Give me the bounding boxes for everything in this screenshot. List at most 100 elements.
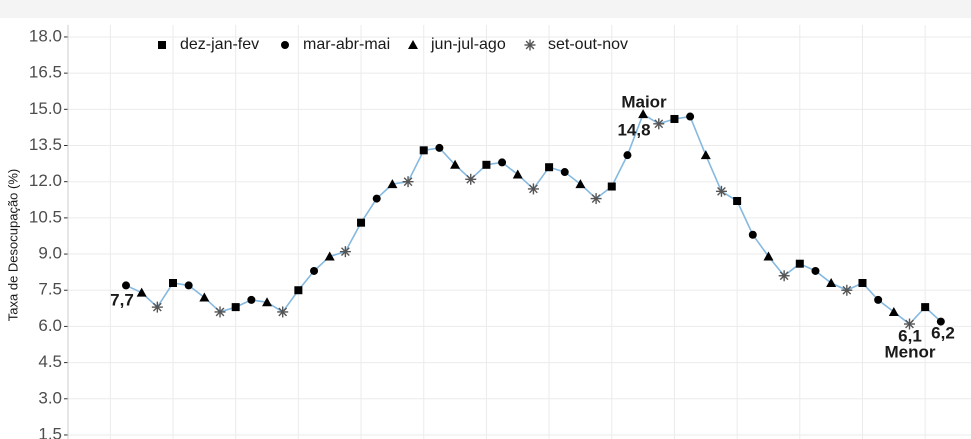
- marker-circle: [247, 295, 256, 304]
- legend-label: set-out-nov: [548, 36, 628, 53]
- star-stroke: [340, 247, 350, 257]
- marker-star: [524, 39, 536, 51]
- y-tick-label: 15.0: [29, 99, 62, 118]
- marker-square: [607, 182, 616, 191]
- marker-circle: [310, 266, 319, 275]
- y-tick-label: 12.0: [29, 171, 62, 190]
- marker-square: [231, 303, 240, 312]
- marker-star: [339, 246, 351, 258]
- marker-star: [214, 306, 226, 318]
- marker-square: [419, 146, 428, 155]
- marker-circle: [184, 281, 193, 290]
- annotation: 6,2: [931, 323, 955, 342]
- y-tick-label: 1.5: [38, 424, 62, 439]
- marker-triangle: [888, 306, 899, 316]
- y-tick-label: 9.0: [38, 244, 62, 263]
- legend-item: mar-abr-mai: [281, 36, 390, 53]
- marker-square: [158, 41, 166, 49]
- marker-triangle: [324, 251, 335, 261]
- annotation: 14,8: [617, 120, 650, 139]
- marker-circle: [122, 281, 130, 290]
- marker-triangle: [575, 179, 586, 189]
- star-stroke: [525, 40, 535, 50]
- marker-square: [545, 163, 554, 172]
- annotation: 7,7: [110, 290, 134, 309]
- star-stroke: [466, 174, 476, 184]
- marker-square: [294, 286, 303, 295]
- marker-square: [357, 218, 366, 227]
- annotation: Maior: [621, 92, 667, 111]
- star-stroke: [842, 285, 852, 295]
- y-tick-label: 10.5: [29, 207, 62, 226]
- marker-circle: [281, 41, 289, 49]
- star-stroke: [278, 307, 288, 317]
- star-stroke: [215, 307, 225, 317]
- marker-star: [590, 193, 602, 205]
- y-tick-label: 18.0: [29, 26, 62, 45]
- marker-star: [277, 306, 289, 318]
- marker-circle: [560, 168, 569, 177]
- y-axis-title: Taxa de Desocupação (%): [5, 169, 20, 321]
- star-stroke: [905, 319, 914, 329]
- y-tick-label: 16.5: [29, 63, 62, 82]
- marker-triangle: [450, 159, 461, 169]
- marker-circle: [811, 266, 820, 275]
- legend-item: dez-jan-fev: [158, 36, 259, 53]
- legend-label: jun-jul-ago: [430, 36, 506, 53]
- star-stroke: [403, 177, 413, 187]
- marker-star: [402, 176, 414, 188]
- y-tick-label: 6.0: [38, 316, 62, 335]
- annotation: 6,1: [898, 326, 922, 345]
- plot: [122, 109, 945, 330]
- star-stroke: [717, 186, 726, 196]
- legend: dez-jan-fev mar-abr-mai jun-jul-ago set-out…: [158, 36, 628, 53]
- legend-item: jun-jul-ago: [408, 36, 506, 53]
- marker-triangle: [638, 109, 649, 119]
- marker-square: [921, 303, 930, 312]
- legend-label: mar-abr-mai: [303, 36, 390, 53]
- marker-circle: [498, 158, 507, 167]
- star-stroke: [654, 119, 664, 129]
- top-bar: [0, 0, 971, 18]
- star-stroke: [591, 194, 601, 203]
- marker-circle: [623, 151, 632, 160]
- annotation: Menor: [885, 342, 936, 361]
- marker-circle: [372, 194, 381, 203]
- star-stroke: [152, 302, 162, 312]
- marker-triangle: [387, 179, 398, 189]
- marker-triangle: [763, 251, 774, 261]
- marker-square: [482, 160, 491, 169]
- grid: 1.5 3.0 4.5 6.0 7.5 9.0 10.5 12.0 13.5 15.0 16.5 18…: [29, 24, 971, 439]
- marker-circle: [936, 317, 945, 326]
- marker-star: [653, 118, 665, 130]
- star-stroke: [779, 271, 789, 281]
- marker-triangle: [700, 150, 711, 160]
- marker-star: [778, 270, 790, 282]
- marker-square: [858, 278, 867, 287]
- y-tick-label: 13.5: [29, 135, 62, 154]
- star-stroke: [529, 184, 538, 194]
- legend-label: dez-jan-fev: [180, 36, 259, 53]
- marker-square: [169, 278, 178, 287]
- y-tick-label: 7.5: [38, 280, 62, 299]
- marker-star: [841, 284, 853, 296]
- legend-item: set-out-nov: [524, 36, 628, 53]
- marker-triangle: [408, 40, 418, 49]
- marker-square: [733, 196, 742, 205]
- marker-circle: [874, 295, 883, 304]
- marker-circle: [748, 230, 757, 239]
- marker-square: [670, 114, 679, 123]
- marker-star: [904, 318, 915, 330]
- marker-triangle: [512, 169, 523, 179]
- marker-square: [795, 259, 804, 268]
- marker-star: [151, 301, 163, 313]
- marker-star: [465, 173, 477, 185]
- y-tick-label: 3.0: [38, 388, 62, 407]
- marker-circle: [435, 143, 444, 152]
- marker-star: [527, 183, 539, 195]
- y-tick-label: 4.5: [38, 352, 62, 371]
- marker-triangle: [262, 297, 273, 307]
- marker-triangle: [199, 292, 210, 302]
- marker-star: [715, 185, 727, 197]
